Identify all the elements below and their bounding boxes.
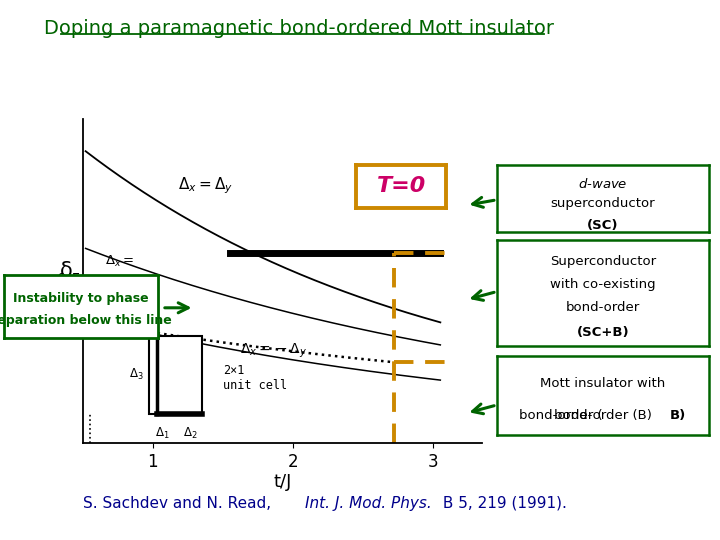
Text: $d$-wave: $d$-wave [578,177,628,191]
Text: $e^{i\theta}\Delta_y$: $e^{i\theta}\Delta_y$ [105,294,140,314]
Bar [149,336,202,414]
Text: $\Delta_2$: $\Delta_2$ [184,426,198,441]
Text: 2×1
unit cell: 2×1 unit cell [223,364,287,392]
Text: $\Delta_x = -\Delta_y$: $\Delta_x = -\Delta_y$ [240,341,307,360]
Text: $\Delta_x=$: $\Delta_x=$ [105,254,135,269]
Text: bond-order: bond-order [566,301,640,314]
Text: B 5, 219 (1991).: B 5, 219 (1991). [438,496,567,511]
Text: (SC): (SC) [588,219,618,232]
Text: Superconductor: Superconductor [550,255,656,268]
Text: S. Sachdev and N. Read,: S. Sachdev and N. Read, [83,496,276,511]
Text: separation below this line: separation below this line [0,314,172,327]
Text: $\Delta_1$: $\Delta_1$ [156,426,170,441]
Text: B): B) [670,409,686,422]
Text: with co-existing: with co-existing [550,278,656,291]
Text: Instability to phase: Instability to phase [13,293,149,306]
Text: 0.5: 0.5 [58,273,81,288]
Text: superconductor: superconductor [551,197,655,211]
Y-axis label: δ: δ [60,261,73,281]
Text: $\Delta_3$: $\Delta_3$ [129,367,143,382]
Text: Doping a paramagnetic bond-ordered Mott insulator: Doping a paramagnetic bond-ordered Mott … [44,19,554,38]
Text: bond-order (​B): bond-order (​B) [554,409,652,422]
Text: Mott insulator with: Mott insulator with [541,377,665,390]
Text: Int. J. Mod. Phys.: Int. J. Mod. Phys. [305,496,432,511]
Text: (SC+B): (SC+B) [577,327,629,340]
Text: bond-order (: bond-order ( [519,409,603,422]
Text: $\Delta_x = \Delta_y$: $\Delta_x = \Delta_y$ [178,175,233,195]
Text: T=0: T=0 [377,176,426,197]
X-axis label: t/J: t/J [274,473,292,491]
